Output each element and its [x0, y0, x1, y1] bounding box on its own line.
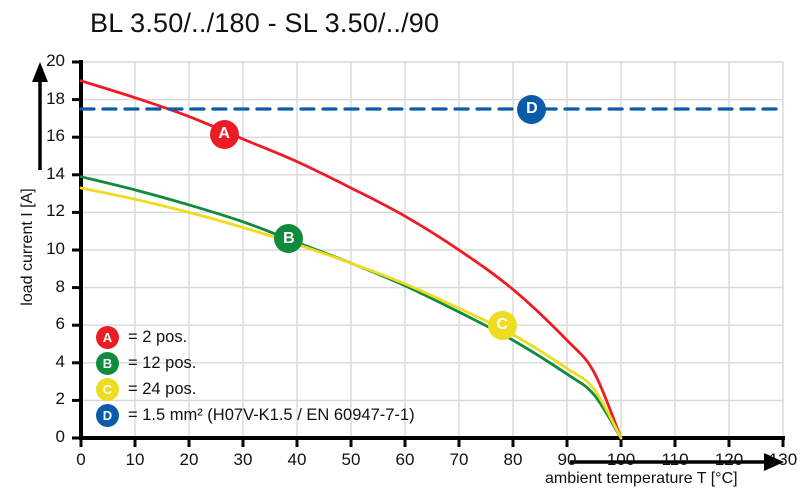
legend-label-b: = 12 pos. [128, 353, 197, 372]
y-tick-label: 4 [55, 351, 65, 371]
x-axis-label: ambient temperature T [°C] [545, 470, 738, 487]
x-tick-label: 0 [76, 450, 86, 469]
legend-label-c: = 24 pos. [128, 379, 197, 398]
y-tick-label: 12 [46, 201, 65, 221]
y-tick-label: 6 [55, 314, 65, 334]
x-tick-label: 90 [557, 450, 577, 469]
x-tick-label: 110 [661, 450, 689, 469]
x-tick-label: 20 [179, 450, 199, 469]
y-tick-label: 8 [55, 276, 65, 296]
y-tick-label: 20 [46, 51, 65, 70]
legend-item-c: C = 24 pos. [96, 376, 415, 402]
x-tick-label: 70 [449, 450, 469, 469]
axis-arrows [32, 62, 784, 471]
x-tick-label: 40 [287, 450, 307, 469]
x-tick-label: 130 [768, 450, 798, 469]
curve-marker-a: A [209, 119, 239, 149]
y-tick-label: 0 [55, 427, 65, 446]
y-tick-label: 10 [46, 239, 65, 258]
curve-marker-d: D [517, 94, 547, 124]
legend-badge-d: D [96, 403, 119, 427]
y-tick-label: 18 [46, 88, 65, 108]
x-tick-label: 80 [503, 450, 523, 469]
x-tick-label: 50 [341, 450, 361, 469]
legend-item-d: D = 1.5 mm² (H07V-K1.5 / EN 60947-7-1) [96, 402, 415, 428]
legend-label-a: = 2 pos. [128, 327, 188, 346]
legend-label-d: = 1.5 mm² (H07V-K1.5 / EN 60947-7-1) [128, 405, 415, 424]
legend-badge-b: B [96, 351, 119, 375]
y-tick-label: 16 [46, 126, 65, 146]
data-series [79, 79, 785, 440]
x-tick-label: 120 [714, 450, 744, 469]
tick-marks [72, 60, 785, 447]
legend-item-a: A = 2 pos. [96, 324, 415, 350]
legend-item-b: B = 12 pos. [96, 350, 415, 376]
x-tick-label: 10 [125, 450, 145, 469]
legend-badge-a: A [96, 325, 119, 349]
x-tick-label: 60 [395, 450, 415, 469]
curve-marker-c: C [487, 310, 517, 340]
curve-marker-b: B [274, 224, 304, 254]
legend-badge-c: C [96, 377, 119, 401]
y-tick-label: 2 [55, 389, 65, 409]
legend: A = 2 pos. B = 12 pos. C = 24 pos. D = 1.5 mm² … [96, 324, 415, 428]
chart-title: BL 3.50/../180 - SL 3.50/../90 [90, 8, 440, 38]
x-tick-label: 100 [606, 450, 636, 469]
y-tick-label: 14 [46, 163, 65, 183]
x-tick-label: 30 [233, 450, 253, 469]
gridlines [80, 61, 784, 439]
